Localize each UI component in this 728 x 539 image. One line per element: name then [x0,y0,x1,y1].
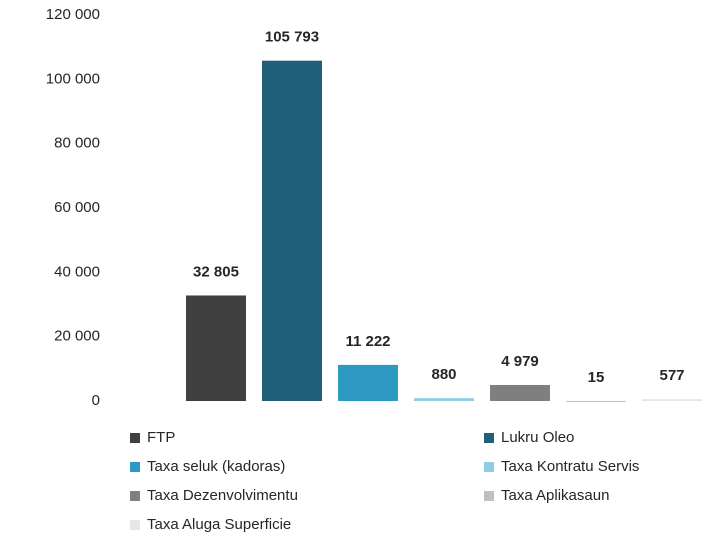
bar [490,384,550,401]
y-tick-label: 0 [92,392,100,409]
legend-swatch [484,462,494,472]
y-tick-label: 120 000 [46,6,100,23]
legend-swatch [130,491,140,501]
legend-label: Lukru Oleo [501,429,574,446]
value-label: 577 [659,367,684,384]
y-tick-label: 20 000 [54,328,100,345]
value-label: 4 979 [501,353,539,370]
legend-label: FTP [147,429,175,446]
value-label: 880 [431,366,456,383]
legend-label: Taxa Dezenvolvimentu [147,487,298,504]
legend-swatch [130,520,140,530]
bar [186,295,246,401]
legend-label: Taxa Kontratu Servis [501,458,639,475]
legend-label: Taxa Aluga Superficie [147,516,291,533]
y-tick-label: 80 000 [54,135,100,152]
legend-label: Taxa Aplikasaun [501,487,609,504]
value-label: 32 805 [193,263,239,280]
bar [566,400,626,402]
bar [414,398,474,401]
y-tick-label: 40 000 [54,263,100,280]
bar [642,399,702,401]
legend-swatch [484,491,494,501]
legend-swatch [130,462,140,472]
value-label: 11 222 [345,333,390,350]
legend-label: Taxa seluk (kadoras) [147,458,285,475]
bar [262,60,322,401]
bar [338,364,398,401]
legend-swatch [484,433,494,443]
legend-swatch [130,433,140,443]
value-label: 15 [588,369,605,386]
y-tick-label: 100 000 [46,70,100,87]
y-tick-label: 60 000 [54,199,100,216]
value-label: 105 793 [265,29,319,46]
